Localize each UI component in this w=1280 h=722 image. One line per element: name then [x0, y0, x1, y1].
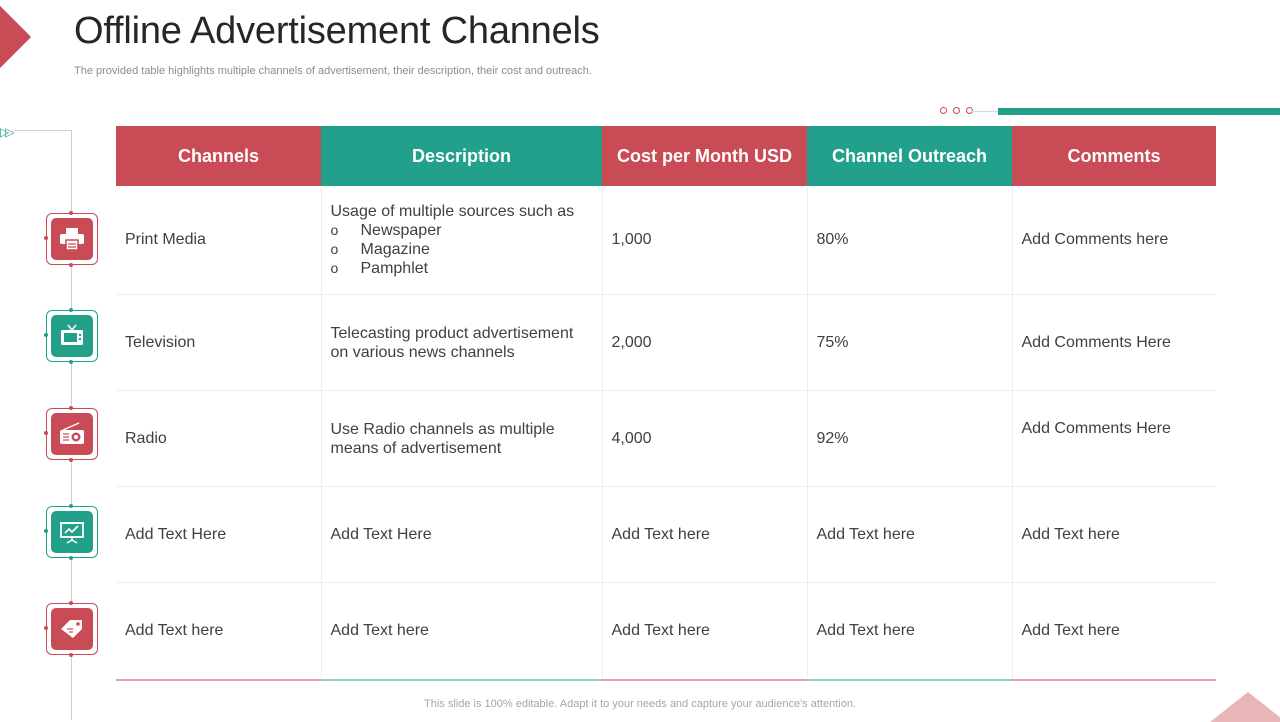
television-icon-box: [44, 308, 98, 364]
page-subtitle: The provided table highlights multiple c…: [74, 65, 592, 77]
channel-cell: Add Text here: [116, 582, 322, 678]
header-channels: Channels: [116, 126, 321, 186]
teal-accent-bar: [998, 108, 1280, 115]
comments-cell: Add Comments Here: [1012, 294, 1216, 391]
table-row: Add Text here Add Text here Add Text her…: [116, 582, 1216, 678]
comments-cell: Add Comments here: [1012, 186, 1216, 295]
advertisement-channels-table: Channels Description Cost per Month USD …: [116, 126, 1216, 678]
page-title: Offline Advertisement Channels: [74, 10, 600, 52]
cost-cell: Add Text here: [602, 486, 808, 583]
corner-arrow-decoration: [0, 5, 32, 69]
description-cell: Telecasting product advertisement on var…: [321, 294, 603, 391]
outreach-cell: 80%: [807, 186, 1013, 295]
television-icon: [61, 324, 83, 345]
table-row: Print Media Usage of multiple sources su…: [116, 186, 1216, 295]
comments-cell: Add Comments Here: [1012, 390, 1216, 487]
outreach-cell: Add Text here: [807, 486, 1013, 583]
cost-cell: 2,000: [602, 294, 808, 391]
description-cell: Add Text here: [321, 582, 603, 678]
cost-cell: Add Text here: [602, 582, 808, 678]
printer-icon: [60, 228, 84, 251]
table-row: Add Text Here Add Text Here Add Text her…: [116, 486, 1216, 583]
radio-icon-box: [44, 406, 98, 462]
bullet-item: Magazine: [331, 240, 593, 259]
corner-triangle-decoration: [1210, 692, 1280, 722]
description-cell: Use Radio channels as multiple means of …: [321, 390, 603, 487]
description-intro: Usage of multiple sources such as: [330, 203, 575, 220]
double-play-icon: ▷▷: [0, 125, 15, 139]
radio-icon: [60, 422, 84, 444]
timeline-connector: [14, 130, 72, 131]
channel-cell: Add Text Here: [116, 486, 322, 583]
bullet-item: Newspaper: [331, 221, 593, 240]
print-media-icon-box: [44, 211, 98, 267]
comments-cell: Add Text here: [1012, 486, 1216, 583]
comments-cell: Add Text here: [1021, 621, 1120, 639]
presentation-icon-box: [44, 504, 98, 560]
table-row: Radio Use Radio channels as multiple mea…: [116, 390, 1216, 487]
table-header-row: Channels Description Cost per Month USD …: [116, 126, 1216, 186]
dots-decoration: [940, 107, 1000, 117]
cost-cell: 1,000: [602, 186, 808, 295]
description-cell: Usage of multiple sources such as Newspa…: [321, 186, 603, 295]
bullet-item: Pamphlet: [331, 259, 593, 278]
table-row: Television Telecasting product advertise…: [116, 294, 1216, 391]
comments-text: Add Comments Here: [1021, 419, 1171, 437]
header-cost: Cost per Month USD: [602, 126, 807, 186]
outreach-cell: Add Text here: [807, 582, 1013, 678]
footer-note: This slide is 100% editable. Adapt it to…: [424, 698, 856, 710]
channel-cell: Television: [116, 294, 322, 391]
price-tag-icon: [61, 620, 82, 638]
price-tag-icon-box: [44, 601, 98, 657]
table-bottom-rule: [116, 679, 1216, 681]
description-bullet-list: Newspaper Magazine Pamphlet: [331, 221, 593, 278]
outreach-cell: 92%: [807, 390, 1013, 487]
description-cell: Add Text Here: [321, 486, 603, 583]
cost-cell: 4,000: [602, 390, 808, 487]
header-comments: Comments: [1012, 126, 1216, 186]
dots-connector-line: [972, 111, 998, 112]
outreach-cell: 75%: [807, 294, 1013, 391]
channel-cell: Radio: [116, 390, 322, 487]
header-description: Description: [321, 126, 602, 186]
channel-cell: Print Media: [116, 186, 322, 295]
header-outreach: Channel Outreach: [807, 126, 1012, 186]
presentation-board-icon: [60, 522, 84, 544]
